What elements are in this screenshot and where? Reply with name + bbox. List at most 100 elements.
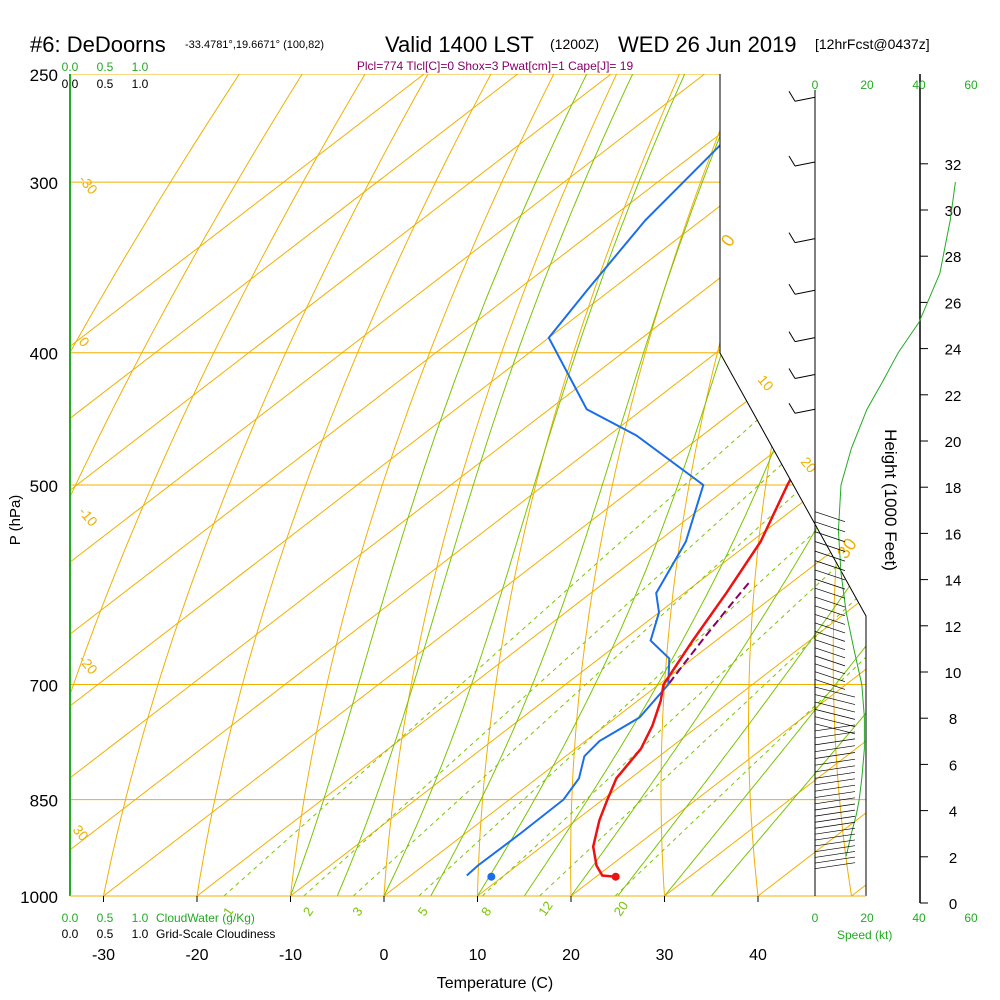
barb-928: [814, 845, 856, 853]
barb-613: [814, 605, 846, 617]
height-label-2: 2: [949, 850, 957, 867]
wind-barbs: [788, 90, 856, 870]
cloudiness-label: Grid-Scale Cloudiness: [156, 927, 275, 941]
mixing-ratio-8: [481, 352, 866, 896]
moist-adiabat--10: [290, 74, 588, 896]
barb-upper-330: [794, 238, 816, 244]
surface-dewpoint-dot: [487, 872, 496, 881]
parcel-line: [667, 582, 750, 686]
isotherm-label-right-30: 30: [833, 534, 861, 562]
barb-upper-flag-440: [788, 402, 796, 414]
isotherm--90: [70, 74, 612, 896]
surface-temperature-dot: [611, 872, 620, 881]
barb-550: [814, 541, 846, 552]
barb-703: [814, 686, 856, 698]
height-label-12: 12: [945, 619, 962, 636]
barb-757: [814, 724, 856, 732]
pressure-label-300: 300: [30, 174, 58, 193]
temp-label--20: -20: [185, 947, 208, 964]
isotherm--100: [70, 74, 518, 896]
barb-937: [814, 851, 856, 858]
dry-adiabat--10: [290, 74, 555, 896]
barb-559: [814, 550, 846, 562]
indices-line: Plcl=774 Tlcl[C]=0 Shox=3 Pwat[cm]=1 Cap…: [357, 59, 634, 73]
barb-upper-415: [794, 374, 816, 380]
height-label-22: 22: [945, 388, 962, 405]
height-label-20: 20: [945, 434, 962, 451]
barb-784: [814, 745, 856, 753]
barb-upper-flag-260: [788, 90, 796, 102]
dry-adiabat-70: [995, 74, 1000, 896]
barb-upper-290: [794, 161, 816, 167]
moist-adiabat-30: [664, 74, 866, 896]
wind-speed-line: [837, 182, 956, 857]
cloudiness-tick-bottom-1: 0.5: [97, 927, 114, 941]
speed-label-top-40: 40: [912, 78, 926, 92]
dry-adiabat-50: [832, 74, 866, 896]
height-label-6: 6: [949, 757, 957, 774]
barb-upper-390: [794, 337, 816, 343]
barb-919: [814, 839, 856, 847]
barb-667: [814, 655, 846, 667]
isotherm-0: [383, 74, 866, 896]
barb-802: [814, 758, 856, 766]
cloudwater-label: CloudWater (g/Kg): [156, 911, 255, 925]
isotherm--80: [70, 74, 705, 896]
barb-946: [814, 856, 856, 864]
cloud-tick-top-2: 1.0: [132, 60, 149, 74]
cloudiness-tick-top-2: 1.0: [132, 77, 149, 91]
isotherm-label-10: 10: [755, 372, 777, 394]
isotherm-label--10: -10: [76, 504, 101, 530]
cloudiness-tick-top-1: 0.5: [97, 77, 114, 91]
isotherm-label-0: 0: [76, 334, 93, 350]
isotherm-50: [851, 74, 866, 896]
forecast-label: [12hrFcst@0437z]: [815, 36, 930, 52]
pressure-label-500: 500: [30, 477, 58, 496]
moist-adiabat-35: [710, 74, 866, 896]
cloud-tick-top-0: 0.0: [62, 60, 79, 74]
pressure-label-250: 250: [30, 66, 58, 85]
grid-layer: [70, 74, 1000, 896]
barb-622: [814, 614, 846, 625]
barb-910: [814, 833, 856, 841]
barb-793: [814, 752, 856, 759]
mixing-ratio-label-8: 8: [478, 904, 494, 919]
barb-847: [814, 791, 856, 798]
barb-694: [814, 679, 846, 690]
barb-upper-360: [794, 289, 816, 295]
cloudiness-tick-bottom-2: 1.0: [132, 927, 149, 941]
barb-730: [814, 709, 856, 720]
barb-631: [814, 622, 846, 634]
dry-adiabat-20: [570, 74, 743, 896]
moist-adiabat-5: [430, 74, 746, 896]
height-label-4: 4: [949, 804, 957, 821]
height-label-26: 26: [945, 295, 962, 312]
isotherm--40: [70, 74, 866, 896]
barb-739: [814, 716, 856, 727]
isotherm--70: [70, 74, 799, 896]
isotherm--20: [196, 74, 866, 896]
mixing-ratio-label-20: 20: [611, 898, 632, 918]
barb-532: [814, 521, 846, 533]
barb-775: [814, 738, 856, 746]
height-label-8: 8: [949, 711, 957, 728]
isotherm-40: [757, 74, 866, 896]
dry-adiabat--60: [70, 74, 240, 896]
isotherm-label-30: 30: [70, 822, 92, 844]
height-label-32: 32: [945, 157, 962, 174]
temp-label-0: 0: [380, 947, 389, 964]
y-axis-label: P (hPa): [7, 495, 24, 546]
isotherm-label-20: 20: [798, 454, 820, 476]
mixing-ratio-label-5: 5: [415, 904, 431, 919]
isotherm-label--30: -30: [76, 172, 101, 198]
barb-upper-flag-290: [788, 155, 796, 167]
isotherm--60: [70, 74, 866, 896]
moist-adiabat--5: [336, 74, 634, 896]
barb-676: [814, 663, 846, 675]
dry-adiabat-0: [383, 74, 618, 896]
cloud-tick-bottom-2: 1.0: [132, 911, 149, 925]
height-label-30: 30: [945, 203, 962, 220]
isotherm-label--20: -20: [76, 652, 101, 678]
dry-adiabat--20: [196, 74, 492, 896]
valid-date: WED 26 Jun 2019: [618, 32, 797, 57]
